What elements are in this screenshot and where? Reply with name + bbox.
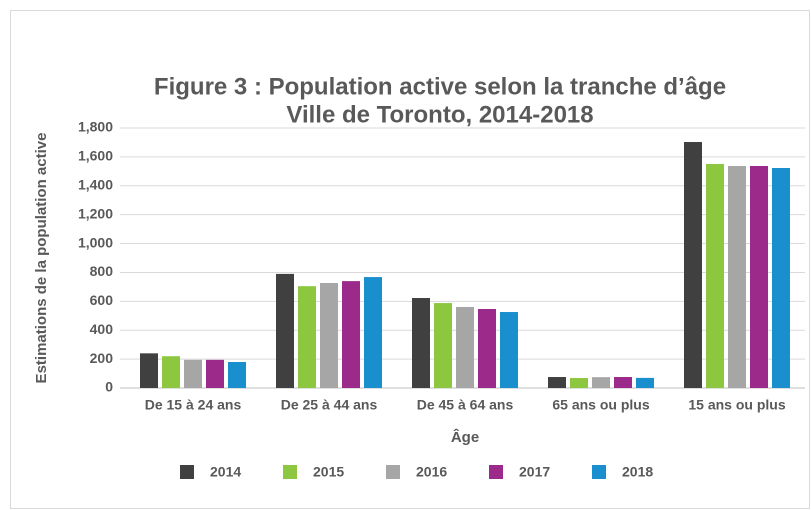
legend-swatch: [489, 465, 503, 479]
bar: [364, 277, 382, 388]
y-tick-label: 1,400: [78, 176, 113, 192]
x-axis-title: Âge: [451, 428, 479, 446]
bar: [728, 165, 746, 388]
legend-label: 2014: [210, 464, 241, 480]
bar: [750, 165, 768, 388]
bar: [298, 286, 316, 388]
bar: [206, 359, 224, 388]
legend-swatch: [386, 465, 400, 479]
bar: [320, 282, 338, 388]
bar: [636, 377, 654, 388]
bar: [228, 362, 246, 388]
y-tick-label: 200: [90, 350, 114, 366]
y-tick-label: 800: [90, 263, 114, 279]
bar: [548, 377, 566, 388]
legend-label: 2015: [313, 464, 344, 480]
y-axis-title: Estimations de la population active: [33, 133, 50, 384]
bar: [184, 359, 202, 388]
legend-swatch: [180, 465, 194, 479]
bar: [456, 306, 474, 388]
y-tick-label: 0: [105, 379, 113, 395]
bar: [592, 377, 610, 388]
bar: [684, 142, 702, 388]
bar: [140, 353, 158, 388]
y-tick-label: 1,600: [78, 148, 113, 164]
legend-swatch: [283, 465, 297, 479]
chart-border: [10, 10, 810, 509]
y-tick-label: 600: [90, 292, 114, 308]
x-tick-label: De 45 à 64 ans: [417, 397, 514, 413]
x-tick-label: De 25 à 44 ans: [281, 397, 378, 413]
legend-swatch: [592, 465, 606, 479]
legend-label: 2018: [622, 464, 653, 480]
y-tick-label: 400: [90, 321, 114, 337]
y-tick-label: 1,000: [78, 234, 113, 250]
bar: [276, 273, 294, 388]
x-tick-label: 65 ans ou plus: [552, 397, 649, 413]
bar: [162, 356, 180, 388]
bar: [478, 308, 496, 388]
bar: [412, 298, 430, 388]
chart-title: Figure 3 : Population active selon la tr…: [154, 73, 726, 100]
y-tick-label: 1,200: [78, 205, 113, 221]
x-tick-label: 15 ans ou plus: [688, 397, 785, 413]
bar: [706, 163, 724, 388]
bar: [342, 281, 360, 388]
bar: [570, 378, 588, 388]
bar: [434, 303, 452, 388]
chart-subtitle: Ville de Toronto, 2014-2018: [286, 101, 593, 128]
bar: [614, 377, 632, 388]
y-tick-label: 1,800: [78, 119, 113, 135]
x-tick-label: De 15 à 24 ans: [145, 397, 242, 413]
legend-label: 2017: [519, 464, 550, 480]
bar: [772, 168, 790, 388]
bar: [500, 312, 518, 388]
legend-label: 2016: [416, 464, 447, 480]
